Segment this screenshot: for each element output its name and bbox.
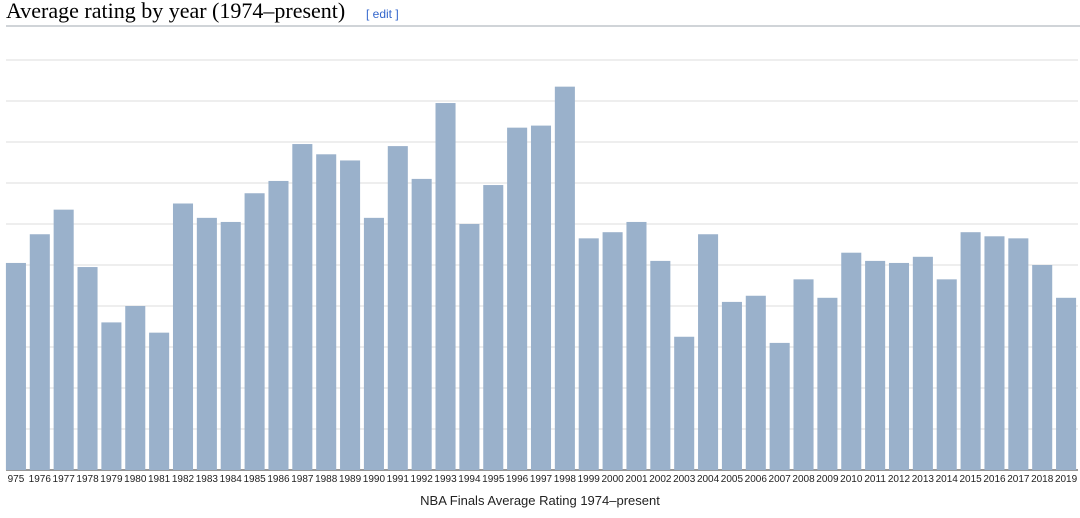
bar [793, 279, 814, 470]
x-tick-label: 2014 [936, 474, 959, 485]
x-tick-label: 1985 [243, 474, 266, 485]
x-tick-label: 1994 [458, 474, 481, 485]
bar [483, 185, 504, 471]
x-tick-label: 1997 [530, 474, 553, 485]
x-tick-label: 2008 [792, 474, 815, 485]
x-tick-label: 2016 [983, 474, 1006, 485]
bar [387, 146, 408, 470]
bar [268, 180, 289, 470]
bar [745, 295, 766, 470]
bar [101, 322, 122, 470]
bar [125, 306, 146, 470]
bar [960, 232, 981, 470]
x-tick-label: 1990 [363, 474, 386, 485]
bar [817, 297, 838, 470]
bar [29, 234, 50, 470]
x-tick-label: 1987 [291, 474, 314, 485]
x-tick-label: 2015 [959, 474, 982, 485]
x-tick-label: 1986 [267, 474, 290, 485]
chart-caption: NBA Finals Average Rating 1974–present [420, 493, 660, 508]
bar [244, 193, 265, 470]
x-tick-label: 1993 [434, 474, 457, 485]
bar [5, 262, 26, 470]
bar [530, 125, 552, 470]
bar [698, 234, 719, 470]
x-tick-label: 2002 [649, 474, 672, 485]
bar [172, 203, 194, 470]
x-tick-label: 1982 [172, 474, 195, 485]
bar [984, 236, 1005, 470]
bar [602, 232, 623, 470]
bar [1032, 265, 1053, 470]
x-tick-label: 1983 [196, 474, 219, 485]
x-tick-label: 2013 [912, 474, 935, 485]
x-tick-label: 2005 [721, 474, 744, 485]
bar [554, 86, 575, 471]
bar [411, 178, 432, 470]
x-tick-label: 1988 [315, 474, 338, 485]
x-tick-label: 1999 [578, 474, 601, 485]
bar [1056, 297, 1077, 470]
bar [507, 127, 528, 471]
bar [316, 154, 337, 471]
x-tick-label: 2000 [601, 474, 624, 485]
bar [721, 301, 742, 470]
bar [459, 224, 480, 470]
x-tick-label: 2007 [769, 474, 792, 485]
x-tick-label: 2004 [697, 474, 720, 485]
bar [220, 221, 241, 470]
x-tick-label: 1989 [339, 474, 362, 485]
bar [912, 256, 933, 470]
x-tick-label: 2017 [1007, 474, 1030, 485]
x-tick-label: 2010 [840, 474, 863, 485]
x-tick-label: 2018 [1031, 474, 1054, 485]
bar [149, 332, 170, 470]
x-tick-label: 1984 [220, 474, 243, 485]
x-tick-label: 1998 [554, 474, 577, 485]
bar [578, 238, 599, 470]
x-tick-label: 2006 [745, 474, 768, 485]
bar [363, 217, 384, 470]
x-tick-label: 2003 [673, 474, 696, 485]
edit-link[interactable]: [ edit ] [366, 7, 399, 21]
x-tick-label: 1977 [53, 474, 76, 485]
x-tick-label: 2012 [888, 474, 911, 485]
x-tick-label: 2001 [625, 474, 648, 485]
x-tick-label: 2009 [816, 474, 839, 485]
x-tick-label: 2019 [1055, 474, 1078, 485]
bar [888, 262, 910, 470]
x-tick-label: 1978 [76, 474, 99, 485]
x-tick-label: 1996 [506, 474, 529, 485]
x-tick-label: 975 [8, 474, 25, 485]
bar [650, 260, 671, 470]
section-heading: Average rating by year (1974–present) [6, 0, 345, 23]
x-tick-label: 1991 [387, 474, 410, 485]
x-tick-label: 1981 [148, 474, 171, 485]
x-tick-label: 1992 [411, 474, 434, 485]
bar [77, 267, 98, 470]
bar [769, 342, 790, 470]
bar [435, 103, 456, 471]
x-tick-label: 1995 [482, 474, 505, 485]
x-tick-label: 1976 [29, 474, 52, 485]
bar [865, 260, 886, 470]
bar [340, 160, 361, 470]
x-tick-label: 1979 [100, 474, 123, 485]
bar [1008, 238, 1029, 470]
x-tick-label: 2011 [864, 474, 886, 485]
bar [53, 209, 74, 470]
bar [626, 221, 647, 470]
x-tick-label: 1980 [124, 474, 147, 485]
bar [936, 279, 957, 470]
bar [292, 144, 313, 471]
bar [841, 252, 862, 470]
bar [196, 217, 217, 470]
bar [674, 336, 695, 470]
